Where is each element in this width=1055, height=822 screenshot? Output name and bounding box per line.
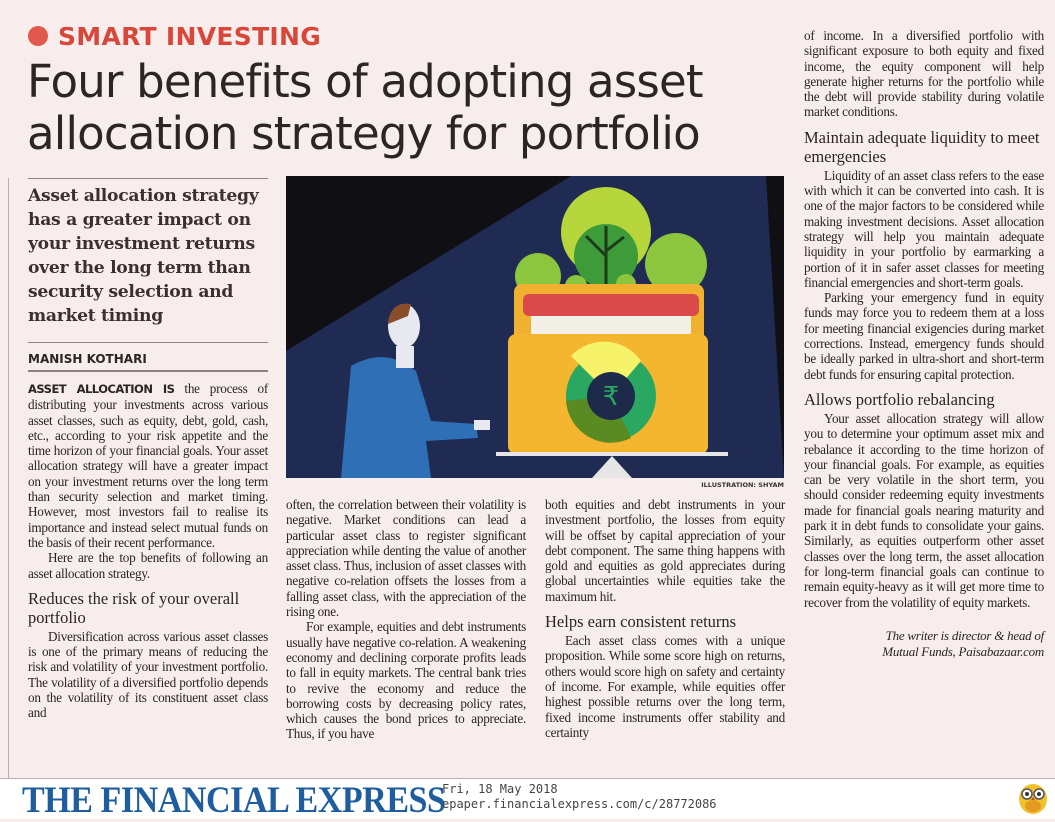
rupee-donut-chart-icon: ₹ (566, 341, 656, 443)
edition-date: Fri, 18 May 2018 (442, 782, 558, 796)
author-name: MANISH KOTHARI (28, 352, 147, 366)
subheading: Maintain adequate liquidity to meet emer… (804, 127, 1040, 166)
paragraph: Parking your emergency fund in equity fu… (804, 290, 1044, 382)
owl-icon[interactable] (1016, 779, 1050, 815)
subheading: Reduces the risk of your overall portfol… (28, 588, 240, 627)
footer-bar (0, 778, 1055, 819)
column-1: ASSET ALLOCATION IS the process of distr… (28, 381, 268, 721)
paragraph: Here are the top benefits of following a… (28, 550, 268, 581)
subheading: Helps earn consistent returns (545, 612, 737, 632)
column-rule (8, 178, 9, 778)
section-kicker: SMART INVESTING (28, 20, 321, 52)
scale-fulcrum (592, 456, 632, 478)
subheading: Allows portfolio rebalancing (804, 389, 995, 409)
illustration-credit: ILLUSTRATION: SHYAM (701, 481, 784, 489)
scale-beam (496, 452, 728, 456)
paragraph-text: the process of distributing your investm… (28, 381, 268, 550)
paragraph: both equities and debt instruments in yo… (545, 497, 785, 604)
man-figure (341, 303, 490, 478)
column-2: often, the correlation between their vol… (286, 497, 526, 742)
divider (28, 178, 268, 179)
column-4: of income. In a diversified portfolio wi… (804, 28, 1044, 660)
paragraph: ASSET ALLOCATION IS the process of distr… (28, 381, 268, 550)
article-deck: Asset allocation strategy has a greater … (28, 186, 259, 326)
epaper-link[interactable]: epaper.financialexpress.com/c/28772086 (442, 797, 717, 811)
planter-rim (523, 294, 699, 316)
byline-line-2: Mutual Funds, Paisabazaar.com (882, 643, 1044, 659)
column-3: both equities and debt instruments in yo… (545, 497, 785, 740)
paragraph: of income. In a diversified portfolio wi… (804, 28, 1044, 120)
paragraph: Each asset class comes with a unique pro… (545, 633, 785, 740)
paragraph: Your asset allocation strategy will allo… (804, 410, 1044, 610)
svg-text:₹: ₹ (603, 382, 620, 412)
headline-line-1: Four benefits of adopting asset (27, 55, 704, 108)
newspaper-logo: THE FINANCIAL EXPRESS (22, 780, 446, 821)
headline-line-2: allocation strategy for portfolio (27, 107, 701, 160)
lead-in: ASSET ALLOCATION IS (28, 382, 175, 396)
kicker-dot-icon (28, 26, 48, 46)
paragraph: Diversification across various asset cla… (28, 628, 268, 721)
divider (28, 370, 268, 372)
paragraph: For example, equities and debt instrumen… (286, 619, 526, 742)
paragraph: often, the correlation between their vol… (286, 497, 526, 620)
article-headline: Four benefits of adopting asset allocati… (27, 56, 797, 160)
writer-byline: The writer is director & head of Mutual … (804, 628, 1044, 660)
byline-line-1: The writer is director & head of (885, 627, 1045, 643)
divider (28, 342, 268, 343)
illustration: ₹ (286, 176, 784, 478)
paragraph: Liquidity of an asset class refers to th… (804, 167, 1044, 290)
kicker-label: SMART INVESTING (58, 21, 322, 51)
